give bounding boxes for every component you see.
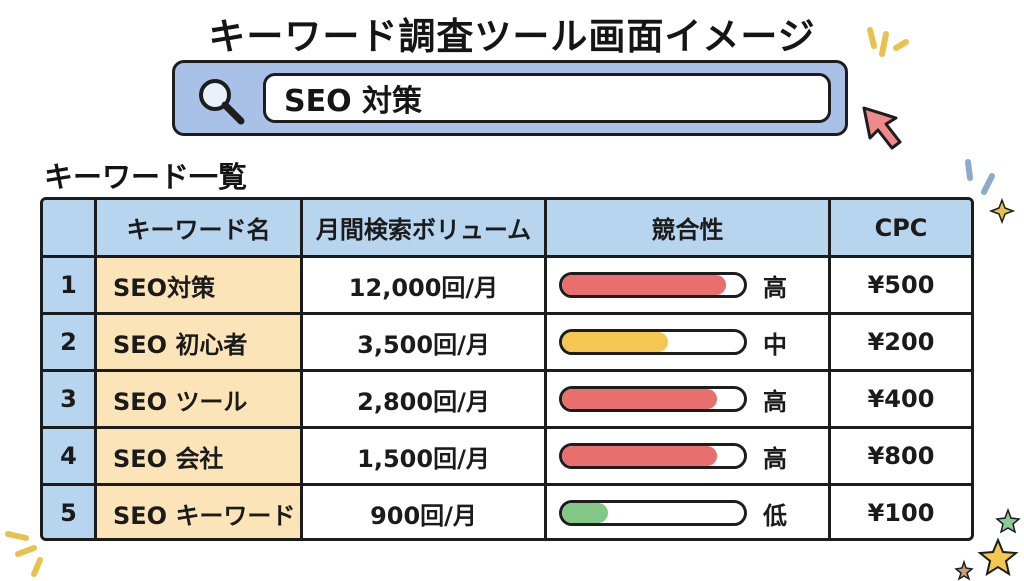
search-input[interactable] xyxy=(263,73,831,123)
keyword-name[interactable]: SEO 会社 xyxy=(97,429,303,483)
competition-cell: 高 xyxy=(547,258,831,312)
sparkle-lines-icon xyxy=(5,531,43,577)
table-row[interactable]: 5 SEO キーワード 900回/月 低 ¥100 xyxy=(43,486,971,538)
competition-cell: 高 xyxy=(547,372,831,426)
search-volume: 12,000回/月 xyxy=(303,258,547,312)
competition-level: 低 xyxy=(763,501,787,530)
header-competition[interactable]: 競合性 xyxy=(547,200,831,255)
search-volume: 3,500回/月 xyxy=(303,315,547,369)
competition-bar xyxy=(559,500,747,526)
keyword-name[interactable]: SEO ツール xyxy=(97,372,303,426)
search-volume: 900回/月 xyxy=(303,486,547,538)
cpc-value: ¥200 xyxy=(867,328,935,356)
header-keyword-name[interactable]: キーワード名 xyxy=(97,200,303,255)
competition-bar-fill xyxy=(562,389,717,409)
search-volume: 1,500回/月 xyxy=(303,429,547,483)
stars-icon xyxy=(954,507,1021,581)
competition-cell: 高 xyxy=(547,429,831,483)
competition-cell: 低 xyxy=(547,486,831,538)
row-number: 4 xyxy=(43,429,97,483)
page-title: キーワード調査ツール画面イメージ xyxy=(208,15,816,58)
keyword-name[interactable]: SEO対策 xyxy=(97,258,303,312)
arrow-cursor-icon xyxy=(862,106,902,150)
competition-bar-fill xyxy=(562,332,668,352)
competition-bar-fill xyxy=(562,503,608,523)
competition-bar xyxy=(559,386,747,412)
cpc-value: ¥100 xyxy=(867,499,935,527)
sparkle-lines-icon xyxy=(867,27,909,57)
row-number: 3 xyxy=(43,372,97,426)
keyword-name[interactable]: SEO 初心者 xyxy=(97,315,303,369)
cpc-value: ¥400 xyxy=(867,385,935,413)
row-number: 5 xyxy=(43,486,97,538)
table-row[interactable]: 1 SEO対策 12,000回/月 高 ¥500 xyxy=(43,258,971,315)
table-row[interactable]: 3 SEO ツール 2,800回/月 高 ¥400 xyxy=(43,372,971,429)
table-row[interactable]: 2 SEO 初心者 3,500回/月 中 ¥200 xyxy=(43,315,971,372)
sparkle-star-icon xyxy=(965,159,1016,225)
magnifier-icon[interactable] xyxy=(193,73,247,127)
search-volume: 2,800回/月 xyxy=(303,372,547,426)
row-number: 2 xyxy=(43,315,97,369)
competition-bar-fill xyxy=(562,275,726,295)
keyword-name[interactable]: SEO キーワード xyxy=(97,486,303,538)
search-bar xyxy=(172,60,848,136)
competition-bar-fill xyxy=(562,446,717,466)
header-cpc[interactable]: CPC xyxy=(874,213,928,242)
competition-cell: 中 xyxy=(547,315,831,369)
competition-level: 高 xyxy=(763,444,787,473)
competition-level: 中 xyxy=(763,330,787,359)
table-row[interactable]: 4 SEO 会社 1,500回/月 高 ¥800 xyxy=(43,429,971,486)
competition-level: 高 xyxy=(763,387,787,416)
header-search-volume[interactable]: 月間検索ボリューム xyxy=(303,200,547,255)
cpc-value: ¥800 xyxy=(867,442,935,470)
competition-bar xyxy=(559,272,747,298)
keyword-table: キーワード名 月間検索ボリューム 競合性 CPC 1 SEO対策 12,000回/月… xyxy=(40,197,974,541)
cpc-value: ¥500 xyxy=(867,271,935,299)
table-header-row: キーワード名 月間検索ボリューム 競合性 CPC xyxy=(43,200,971,258)
header-num xyxy=(43,200,97,255)
competition-level: 高 xyxy=(763,273,787,302)
section-title: キーワード一覧 xyxy=(44,160,248,194)
competition-bar xyxy=(559,329,747,355)
competition-bar xyxy=(559,443,747,469)
row-number: 1 xyxy=(43,258,97,312)
